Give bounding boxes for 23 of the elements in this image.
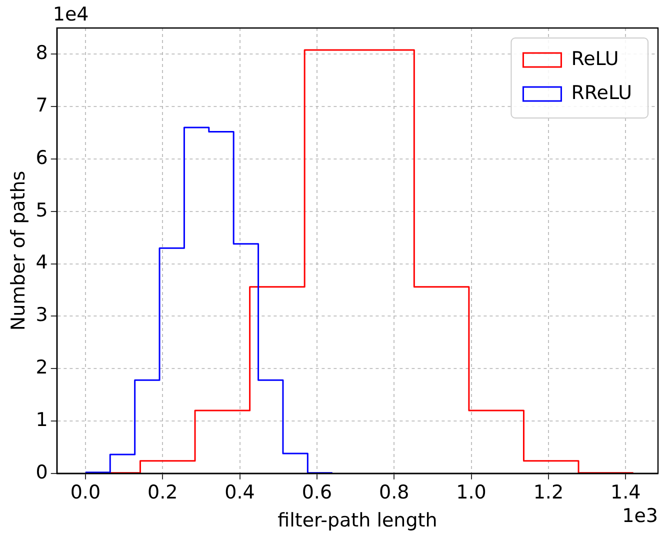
text: 1e3 bbox=[622, 504, 658, 527]
y-tick-label: 8 bbox=[36, 42, 48, 64]
x-tick-label: 0.6 bbox=[302, 482, 332, 504]
y-tick-label: 7 bbox=[36, 94, 48, 117]
y-axis-title: Number of paths bbox=[7, 170, 30, 331]
x-tick-label: 1.2 bbox=[533, 482, 564, 504]
y-tick-label: 3 bbox=[36, 304, 48, 326]
y-tick-label: 4 bbox=[36, 252, 48, 274]
legend-label: RReLU bbox=[571, 82, 632, 104]
y-tick-label: 1 bbox=[36, 408, 48, 431]
y-tick-label: 2 bbox=[36, 356, 48, 379]
x-tick-label: 1.4 bbox=[610, 482, 641, 504]
y-tick-label: 5 bbox=[36, 199, 48, 222]
x-tick-label: 0.4 bbox=[224, 482, 255, 504]
x-tick-label: 1.0 bbox=[456, 482, 486, 504]
x-axis-title: filter-path length bbox=[278, 510, 438, 532]
x-tick-label: 0.0 bbox=[70, 482, 101, 504]
x-tick-label: 0.2 bbox=[147, 482, 178, 504]
legend-label: ReLU bbox=[571, 48, 619, 70]
y-tick-label: 6 bbox=[36, 146, 48, 169]
x-tick-label: 0.8 bbox=[378, 482, 410, 504]
y-tick-label: 0 bbox=[36, 461, 48, 484]
text: 1e4 bbox=[52, 3, 89, 26]
